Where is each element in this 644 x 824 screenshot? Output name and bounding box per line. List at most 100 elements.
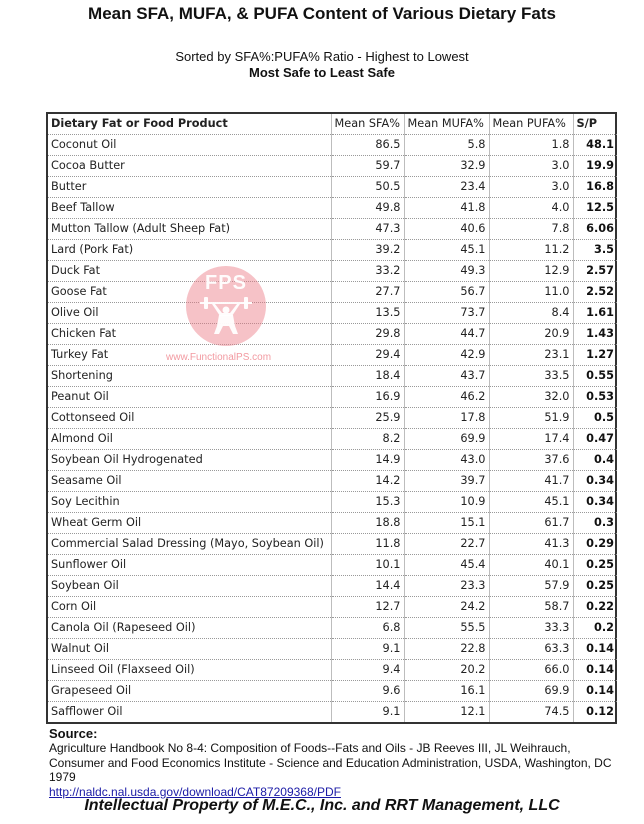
table-row: Almond Oil 8.2 69.9 17.4 0.47: [48, 428, 617, 450]
page-title: Mean SFA, MUFA, & PUFA Content of Variou…: [88, 4, 556, 23]
cell-mufa: 24.2: [404, 596, 490, 618]
cell-pufa: 69.9: [489, 680, 574, 702]
cell-sp-ratio: 1.61: [573, 302, 617, 324]
table-row: Wheat Germ Oil 18.8 15.1 61.7 0.3: [48, 512, 617, 534]
cell-sfa: 9.1: [331, 638, 405, 660]
table-row: Corn Oil 12.7 24.2 58.7 0.22: [48, 596, 617, 618]
table-row: Turkey Fat 29.4 42.9 23.1 1.27: [48, 344, 617, 366]
column-header-pufa: Mean PUFA%: [489, 114, 574, 135]
cell-sfa: 18.4: [331, 365, 405, 387]
cell-sp-ratio: 0.4: [573, 449, 617, 471]
cell-product: Peanut Oil: [48, 386, 332, 408]
cell-mufa: 17.8: [404, 407, 490, 429]
cell-sfa: 86.5: [331, 134, 405, 156]
cell-pufa: 12.9: [489, 260, 574, 282]
cell-pufa: 41.3: [489, 533, 574, 555]
cell-sp-ratio: 48.1: [573, 134, 617, 156]
table-row: Butter 50.5 23.4 3.0 16.8: [48, 176, 617, 198]
table-row: Lard (Pork Fat) 39.2 45.1 11.2 3.5: [48, 239, 617, 261]
cell-pufa: 41.7: [489, 470, 574, 492]
cell-sp-ratio: 0.25: [573, 554, 617, 576]
cell-sp-ratio: 0.34: [573, 470, 617, 492]
cell-mufa: 45.1: [404, 239, 490, 261]
cell-pufa: 1.8: [489, 134, 574, 156]
cell-sp-ratio: 6.06: [573, 218, 617, 240]
cell-pufa: 4.0: [489, 197, 574, 219]
cell-sfa: 15.3: [331, 491, 405, 513]
cell-sp-ratio: 16.8: [573, 176, 617, 198]
cell-product: Olive Oil: [48, 302, 332, 324]
cell-sp-ratio: 1.27: [573, 344, 617, 366]
cell-pufa: 32.0: [489, 386, 574, 408]
cell-sp-ratio: 2.52: [573, 281, 617, 303]
cell-pufa: 45.1: [489, 491, 574, 513]
cell-mufa: 49.3: [404, 260, 490, 282]
cell-sfa: 49.8: [331, 197, 405, 219]
cell-product: Safflower Oil: [48, 701, 332, 722]
cell-sfa: 9.1: [331, 701, 405, 722]
cell-mufa: 69.9: [404, 428, 490, 450]
cell-mufa: 41.8: [404, 197, 490, 219]
cell-sp-ratio: 0.22: [573, 596, 617, 618]
cell-mufa: 44.7: [404, 323, 490, 345]
cell-mufa: 39.7: [404, 470, 490, 492]
cell-pufa: 3.0: [489, 176, 574, 198]
cell-sp-ratio: 0.29: [573, 533, 617, 555]
table-row: Soybean Oil Hydrogenated 14.9 43.0 37.6 0.4: [48, 449, 617, 471]
cell-product: Goose Fat: [48, 281, 332, 303]
cell-pufa: 11.0: [489, 281, 574, 303]
cell-product: Seasame Oil: [48, 470, 332, 492]
subtitle-bold: Most Safe to Least Safe: [249, 65, 395, 80]
table-row: Coconut Oil 86.5 5.8 1.8 48.1: [48, 134, 617, 156]
cell-pufa: 58.7: [489, 596, 574, 618]
cell-product: Mutton Tallow (Adult Sheep Fat): [48, 218, 332, 240]
cell-sp-ratio: 0.5: [573, 407, 617, 429]
cell-sp-ratio: 0.55: [573, 365, 617, 387]
cell-mufa: 5.8: [404, 134, 490, 156]
cell-pufa: 20.9: [489, 323, 574, 345]
cell-product: Wheat Germ Oil: [48, 512, 332, 534]
cell-pufa: 33.5: [489, 365, 574, 387]
cell-product: Coconut Oil: [48, 134, 332, 156]
cell-pufa: 8.4: [489, 302, 574, 324]
cell-mufa: 40.6: [404, 218, 490, 240]
table-row: Beef Tallow 49.8 41.8 4.0 12.5: [48, 197, 617, 219]
source-link[interactable]: http://naldc.nal.usda.gov/download/CAT87…: [49, 785, 341, 799]
cell-mufa: 22.7: [404, 533, 490, 555]
cell-sfa: 29.4: [331, 344, 405, 366]
source-label: Source:: [49, 726, 98, 741]
fats-table-container: Dietary Fat or Food Product Mean SFA% Me…: [46, 112, 617, 724]
cell-sp-ratio: 0.14: [573, 680, 617, 702]
cell-sp-ratio: 2.57: [573, 260, 617, 282]
cell-sfa: 9.6: [331, 680, 405, 702]
cell-sfa: 14.2: [331, 470, 405, 492]
cell-product: Soybean Oil Hydrogenated: [48, 449, 332, 471]
cell-mufa: 16.1: [404, 680, 490, 702]
cell-sfa: 33.2: [331, 260, 405, 282]
cell-pufa: 61.7: [489, 512, 574, 534]
cell-product: Cottonseed Oil: [48, 407, 332, 429]
cell-mufa: 15.1: [404, 512, 490, 534]
cell-product: Commercial Salad Dressing (Mayo, Soybean…: [48, 533, 332, 555]
table-row: Mutton Tallow (Adult Sheep Fat) 47.3 40.6 7…: [48, 218, 617, 240]
cell-mufa: 10.9: [404, 491, 490, 513]
cell-mufa: 46.2: [404, 386, 490, 408]
cell-product: Beef Tallow: [48, 197, 332, 219]
cell-product: Butter: [48, 176, 332, 198]
cell-sp-ratio: 0.2: [573, 617, 617, 639]
cell-product: Duck Fat: [48, 260, 332, 282]
cell-sp-ratio: 1.43: [573, 323, 617, 345]
cell-sfa: 50.5: [331, 176, 405, 198]
table-row: Goose Fat 27.7 56.7 11.0 2.52: [48, 281, 617, 303]
cell-mufa: 12.1: [404, 701, 490, 722]
cell-pufa: 40.1: [489, 554, 574, 576]
cell-sfa: 29.8: [331, 323, 405, 345]
cell-product: Cocoa Butter: [48, 155, 332, 177]
cell-product: Shortening: [48, 365, 332, 387]
table-row: Canola Oil (Rapeseed Oil) 6.8 55.5 33.3 0.2: [48, 617, 617, 639]
cell-sp-ratio: 0.12: [586, 705, 614, 718]
cell-pufa: 11.2: [489, 239, 574, 261]
table-row: Cottonseed Oil 25.9 17.8 51.9 0.5: [48, 407, 617, 429]
cell-sp-ratio: 12.5: [573, 197, 617, 219]
cell-pufa: 57.9: [489, 575, 574, 597]
